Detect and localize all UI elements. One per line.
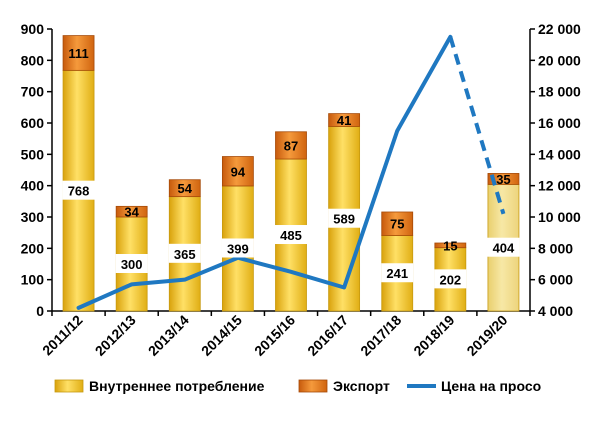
data-labels: 768 111 300 34 365 54 399 94 485 87 589 41 241 75 202 1…: [62, 46, 520, 289]
domestic-label-bg: [381, 263, 414, 283]
y-left-tick-label: 0: [36, 303, 44, 319]
export-value-label: 54: [178, 181, 193, 196]
y-left-tick-label: 900: [21, 21, 45, 37]
domestic-value-label: 202: [439, 272, 461, 287]
x-tick-label: 2015/16: [251, 312, 298, 359]
domestic-value-label: 485: [280, 228, 302, 243]
y-left-tick-label: 200: [21, 240, 45, 256]
price-line: [76, 34, 506, 310]
legend-swatch-export: [298, 379, 328, 393]
y-right-tick-label: 22 000: [538, 21, 581, 37]
bar-export: [381, 211, 414, 236]
bar-export: [62, 35, 95, 71]
domestic-label-bg: [434, 269, 467, 289]
legend: Внутреннее потребление Экспорт Цена на про…: [54, 378, 541, 394]
bar-export: [221, 156, 254, 187]
y-right-tick-label: 20 000: [538, 52, 581, 68]
bar-export: [168, 179, 201, 198]
domestic-label-bg: [62, 180, 95, 200]
domestic-value-label: 589: [333, 212, 355, 227]
y-right-tick-label: 18 000: [538, 84, 581, 100]
x-tick-label: 2012/13: [92, 312, 139, 359]
domestic-label-bg: [328, 208, 361, 228]
legend-label-export: Экспорт: [333, 378, 390, 394]
y-right-tick-label: 16 000: [538, 115, 581, 131]
x-tick-label: 2017/18: [357, 312, 404, 359]
domestic-label-bg: [275, 225, 307, 245]
y-right-tick-label: 6 000: [538, 272, 573, 288]
export-value-label: 87: [284, 138, 298, 153]
y-right-tick-label: 4 000: [538, 303, 573, 319]
domestic-value-label: 365: [174, 247, 196, 262]
bar-export: [328, 113, 361, 127]
x-tick-label: 2018/19: [410, 312, 457, 359]
y-right-tick-label: 10 000: [538, 209, 581, 225]
legend-label-domestic: Внутреннее потребление: [89, 378, 265, 394]
domestic-label-bg: [168, 243, 201, 263]
bar-export: [434, 242, 467, 249]
legend-swatch-domestic: [54, 379, 84, 393]
domestic-label-bg: [487, 237, 520, 257]
bar-export: [275, 131, 307, 160]
export-value-label: 15: [443, 238, 457, 253]
export-value-label: 111: [68, 46, 88, 61]
y-right-tick-label: 8 000: [538, 240, 573, 256]
export-value-label: 75: [390, 217, 404, 232]
bar-export: [487, 173, 520, 185]
domestic-value-label: 404: [493, 241, 515, 256]
x-tick-label: 2014/15: [198, 312, 245, 359]
domestic-label-bg: [221, 238, 254, 258]
domestic-label-bg: [115, 254, 148, 273]
price-line-solid: [76, 34, 453, 310]
export-value-label: 35: [496, 172, 510, 187]
legend-label-price: Цена на просо: [441, 378, 541, 394]
y-right-tick-label: 12 000: [538, 178, 581, 194]
x-tick-label: 2016/17: [304, 312, 351, 359]
domestic-value-label: 300: [121, 257, 143, 272]
y-left-tick-label: 400: [21, 178, 45, 194]
export-value-label: 41: [337, 113, 351, 128]
x-tick-label: 2019/20: [463, 312, 510, 359]
domestic-value-label: 399: [227, 241, 249, 256]
y-left-tick-label: 800: [21, 52, 45, 68]
export-value-label: 34: [124, 205, 139, 220]
y-left-tick-label: 500: [21, 146, 45, 162]
y-left-tick-label: 300: [21, 209, 45, 225]
x-tick-label: 2011/12: [39, 312, 86, 359]
price-line-dashed: [448, 36, 506, 215]
y-left-tick-label: 600: [21, 115, 45, 131]
domestic-value-label: 241: [386, 266, 408, 281]
y-right-tick-label: 14 000: [538, 146, 581, 162]
export-value-label: 94: [231, 164, 246, 179]
x-tick-label: 2013/14: [145, 312, 192, 359]
domestic-value-label: 768: [68, 184, 90, 199]
y-left-tick-label: 100: [21, 272, 45, 288]
y-left-tick-label: 700: [21, 84, 45, 100]
bar-export: [115, 205, 148, 218]
